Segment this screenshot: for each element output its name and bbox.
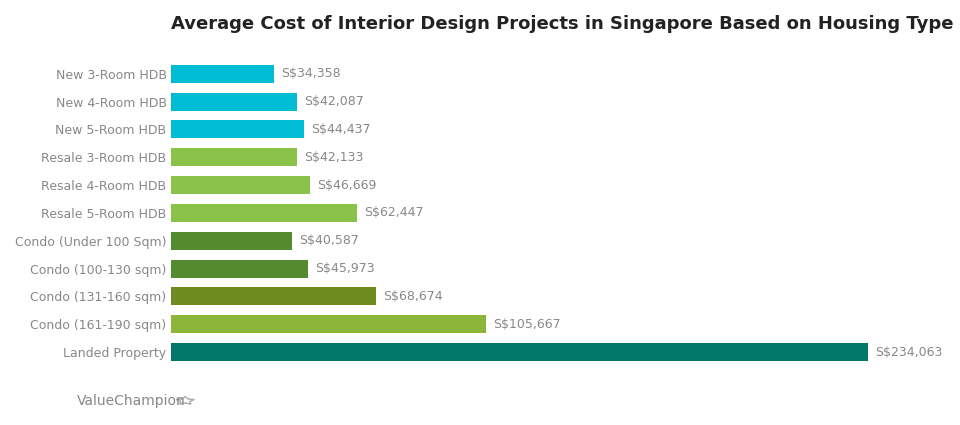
Text: S$68,674: S$68,674 [383, 290, 443, 303]
Text: S$40,587: S$40,587 [300, 234, 359, 247]
Bar [172, 232, 292, 250]
Bar [172, 65, 274, 83]
Bar [172, 260, 308, 278]
Text: ValueChampion: ValueChampion [77, 394, 185, 408]
Bar [172, 287, 375, 306]
Text: S$34,358: S$34,358 [281, 67, 341, 80]
Bar [172, 315, 486, 333]
Text: S$62,447: S$62,447 [365, 207, 424, 219]
Bar [172, 93, 297, 111]
Text: S$42,087: S$42,087 [304, 95, 364, 108]
Text: S$42,133: S$42,133 [304, 151, 364, 164]
Bar [172, 343, 868, 361]
Text: S$45,973: S$45,973 [316, 262, 375, 275]
Text: S$46,669: S$46,669 [318, 178, 377, 192]
Bar [172, 148, 297, 166]
Bar [172, 176, 310, 194]
Text: S$105,667: S$105,667 [493, 318, 561, 331]
Text: Average Cost of Interior Design Projects in Singapore Based on Housing Type: Average Cost of Interior Design Projects… [172, 15, 954, 33]
Text: S$234,063: S$234,063 [875, 346, 943, 359]
Text: S$44,437: S$44,437 [311, 123, 371, 136]
Bar [172, 204, 357, 222]
Bar [172, 120, 303, 139]
